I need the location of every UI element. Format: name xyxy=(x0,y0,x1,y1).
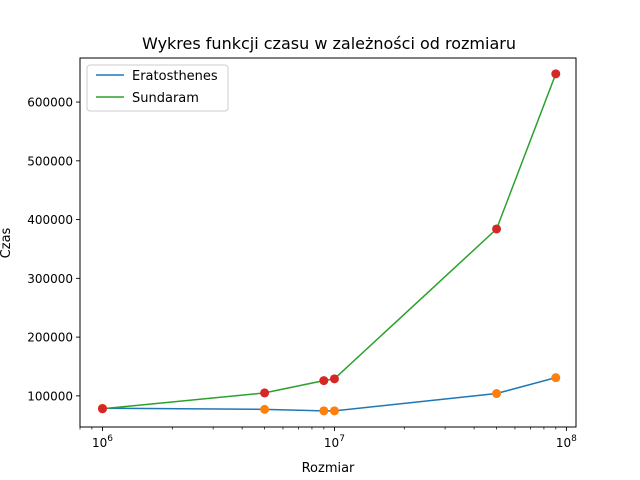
x-axis: 106 107 108 xyxy=(79,427,577,450)
marker-layer xyxy=(97,69,561,416)
x-tick-label: 106 xyxy=(92,434,113,450)
data-point-eratosthenes xyxy=(492,389,502,399)
plot-background xyxy=(80,58,576,427)
plot-frame xyxy=(79,57,577,428)
x-tick-label: 108 xyxy=(556,434,577,450)
data-point-sundaram xyxy=(97,404,107,414)
legend: Eratosthenes Sundaram xyxy=(86,64,229,112)
chart-title: Wykres funkcji czasu w zależności od roz… xyxy=(142,34,516,53)
data-point-sundaram xyxy=(492,224,502,234)
data-point-sundaram xyxy=(260,388,270,398)
data-point-sundaram xyxy=(329,374,339,384)
y-tick-label: 500000 xyxy=(27,154,73,168)
data-point-eratosthenes xyxy=(329,406,339,416)
data-point-sundaram xyxy=(319,376,329,386)
data-point-eratosthenes xyxy=(551,373,561,383)
y-axis-label: Czas xyxy=(0,227,14,258)
plot-area xyxy=(79,57,577,428)
y-tick-label: 200000 xyxy=(27,331,73,345)
x-axis-label: Rozmiar xyxy=(302,461,355,476)
y-axis: 100000 200000 300000 400000 500000 600000 xyxy=(27,96,80,403)
legend-box xyxy=(86,64,229,112)
data-point-eratosthenes xyxy=(319,406,329,416)
y-tick-label: 300000 xyxy=(27,272,73,286)
x-tick-label: 107 xyxy=(324,434,345,450)
legend-label-sundaram: Sundaram xyxy=(132,91,199,106)
data-point-eratosthenes xyxy=(260,404,270,414)
y-tick-label: 100000 xyxy=(27,389,73,403)
series-layer xyxy=(102,73,557,412)
data-point-sundaram xyxy=(551,69,561,79)
y-tick-label: 400000 xyxy=(27,213,73,227)
y-tick-label: 600000 xyxy=(27,96,73,110)
series-line-eratosthenes xyxy=(102,376,556,412)
legend-label-eratosthenes: Eratosthenes xyxy=(132,69,218,84)
series-line-sundaram xyxy=(102,73,557,410)
